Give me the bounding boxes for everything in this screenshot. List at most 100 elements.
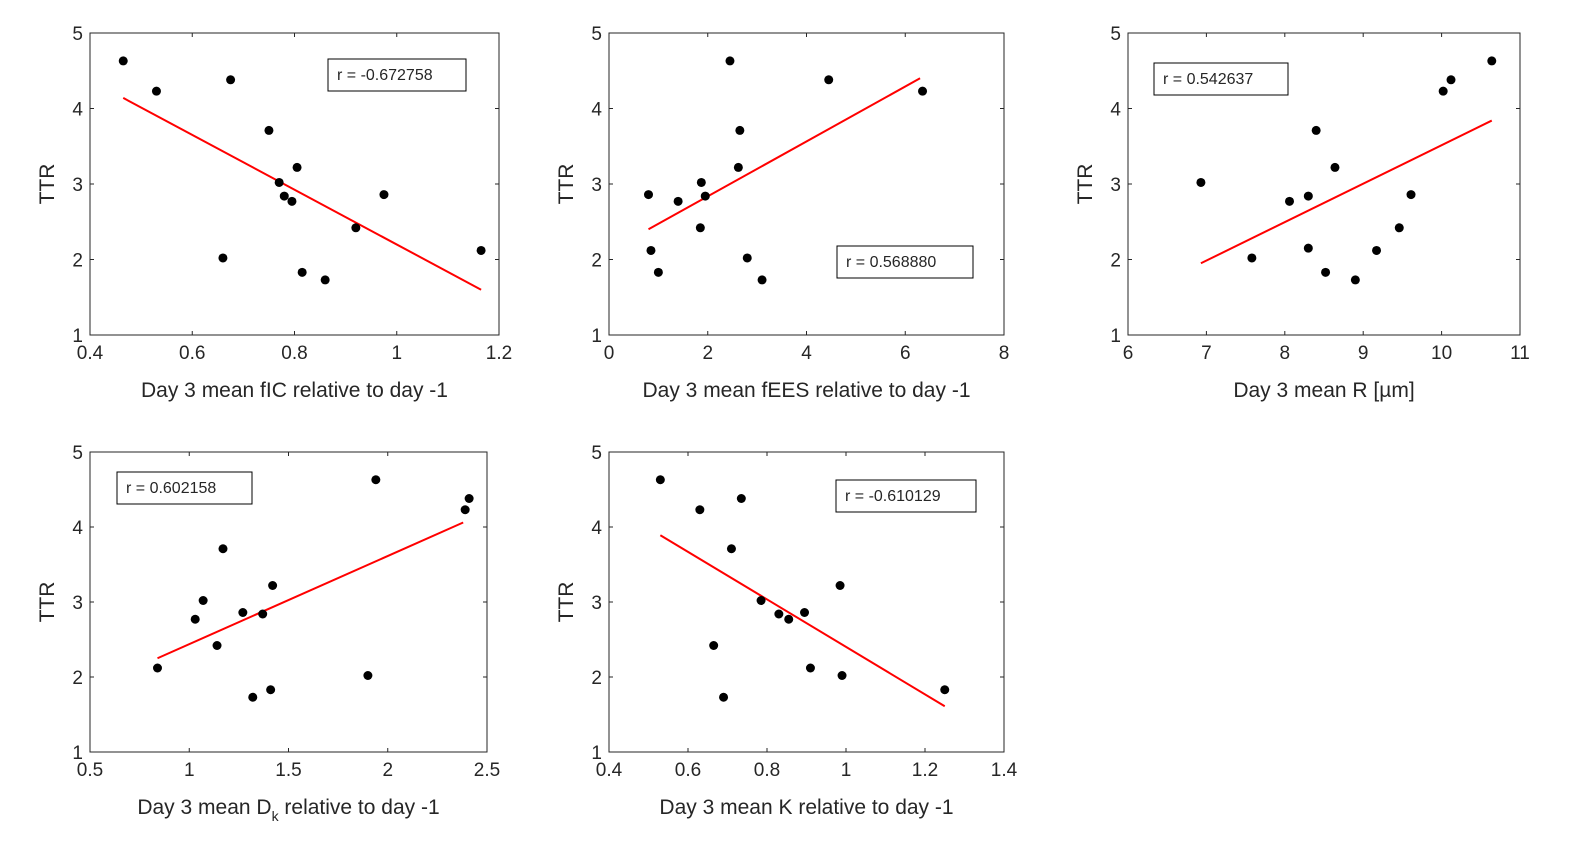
y-tick-label: 3 [591, 175, 602, 196]
y-tick-label: 2 [72, 251, 83, 272]
data-point [320, 275, 330, 285]
r-annotation-box [835, 479, 977, 513]
fit-line [659, 534, 946, 708]
data-point [1303, 243, 1313, 253]
r-annotation-box [116, 471, 253, 505]
data-point [719, 692, 729, 702]
x-tick-label: 0 [604, 343, 615, 364]
r-annotation-label: r = 0.602158 [126, 480, 216, 497]
data-point [1406, 190, 1416, 200]
y-tick-label: 5 [591, 24, 602, 45]
data-point [1487, 56, 1497, 66]
data-point [653, 267, 663, 277]
data-point [824, 75, 834, 85]
r-annotation-label: r = -0.610129 [845, 488, 941, 505]
data-point [1394, 223, 1404, 233]
x-tick-label: 8 [1280, 343, 1291, 364]
y-tick-label: 4 [72, 518, 83, 539]
x-tick-label: 1.5 [275, 760, 301, 781]
x-axis-label: Day 3 mean Dk relative to day -1 [137, 796, 439, 824]
data-point [1321, 267, 1331, 277]
data-point [742, 253, 752, 263]
data-point [696, 177, 706, 187]
data-point [725, 56, 735, 66]
x-tick-label: 0.4 [77, 343, 104, 364]
x-tick-label: 9 [1358, 343, 1369, 364]
data-point [709, 641, 719, 650]
x-tick-label: 10 [1431, 343, 1452, 364]
data-point [757, 275, 767, 285]
data-point [736, 494, 746, 503]
r-annotation-label: r = -0.672758 [337, 67, 433, 84]
data-point [268, 581, 278, 590]
data-point [351, 223, 361, 233]
x-axis-label: Day 3 mean K relative to day -1 [659, 796, 953, 819]
x-axis-label-suffix: relative to day -1 [279, 796, 440, 819]
data-point [655, 475, 665, 485]
subplot-5: 0.4 0.6 0.8 1 1.2 1.4 1 2 3 4 5 TTR Day 3 mean K rel… [555, 443, 1018, 819]
x-tick-label: 6 [1123, 343, 1134, 364]
data-point [940, 685, 950, 695]
data-point [118, 56, 128, 66]
data-point [774, 609, 784, 619]
data-point [1446, 75, 1456, 85]
data-point [292, 162, 302, 172]
data-point [756, 596, 766, 605]
y-tick-label: 1 [591, 743, 602, 764]
y-axis-label: TTR [36, 164, 59, 205]
data-point [379, 190, 389, 200]
data-point [264, 125, 274, 135]
data-point [198, 596, 208, 605]
data-point [835, 581, 845, 590]
x-tick-label: 7 [1201, 343, 1212, 364]
x-tick-label: 4 [801, 343, 812, 364]
x-tick-label: 0.6 [179, 343, 205, 364]
y-tick-label: 2 [72, 668, 83, 689]
y-tick-label: 1 [591, 326, 602, 347]
x-tick-label: 0.4 [596, 760, 623, 781]
data-point [733, 162, 743, 172]
data-point [248, 692, 258, 702]
data-point [726, 544, 736, 554]
data-point [218, 544, 228, 554]
y-tick-label: 3 [1110, 175, 1121, 196]
data-point [152, 663, 162, 673]
data-point [258, 609, 268, 619]
data-point [287, 196, 297, 206]
data-point [238, 608, 248, 617]
data-point [837, 671, 847, 680]
y-tick-label: 4 [1110, 100, 1121, 121]
data-point [918, 86, 928, 96]
r-annotation-box [1153, 62, 1289, 96]
data-point [476, 245, 486, 255]
y-tick-label: 1 [72, 326, 83, 347]
y-tick-label: 2 [1110, 251, 1121, 272]
y-tick-label: 5 [591, 443, 602, 464]
data-point [646, 245, 656, 255]
data-point [266, 685, 276, 695]
r-annotation-box [327, 58, 467, 92]
data-point [279, 191, 289, 201]
x-axis-label: Day 3 mean R [µm] [1233, 379, 1414, 402]
data-point [1350, 275, 1360, 285]
data-point [1372, 245, 1382, 255]
data-point [190, 614, 200, 624]
y-axis-label: TTR [36, 582, 59, 623]
y-tick-label: 3 [72, 593, 83, 614]
data-point [363, 671, 373, 680]
subplot-2: 0 2 4 6 8 1 2 3 4 5 TTR Day 3 mean fEES relative to… [555, 24, 1009, 402]
x-tick-label: 0.8 [754, 760, 780, 781]
r-annotation-label: r = 0.568880 [846, 254, 936, 271]
data-point [218, 253, 228, 263]
data-point [805, 663, 815, 673]
data-point [644, 190, 653, 200]
y-tick-label: 4 [591, 100, 602, 121]
data-point [464, 494, 474, 503]
y-tick-label: 5 [72, 443, 83, 464]
data-point [1303, 191, 1313, 201]
x-tick-label: 1 [391, 343, 402, 364]
